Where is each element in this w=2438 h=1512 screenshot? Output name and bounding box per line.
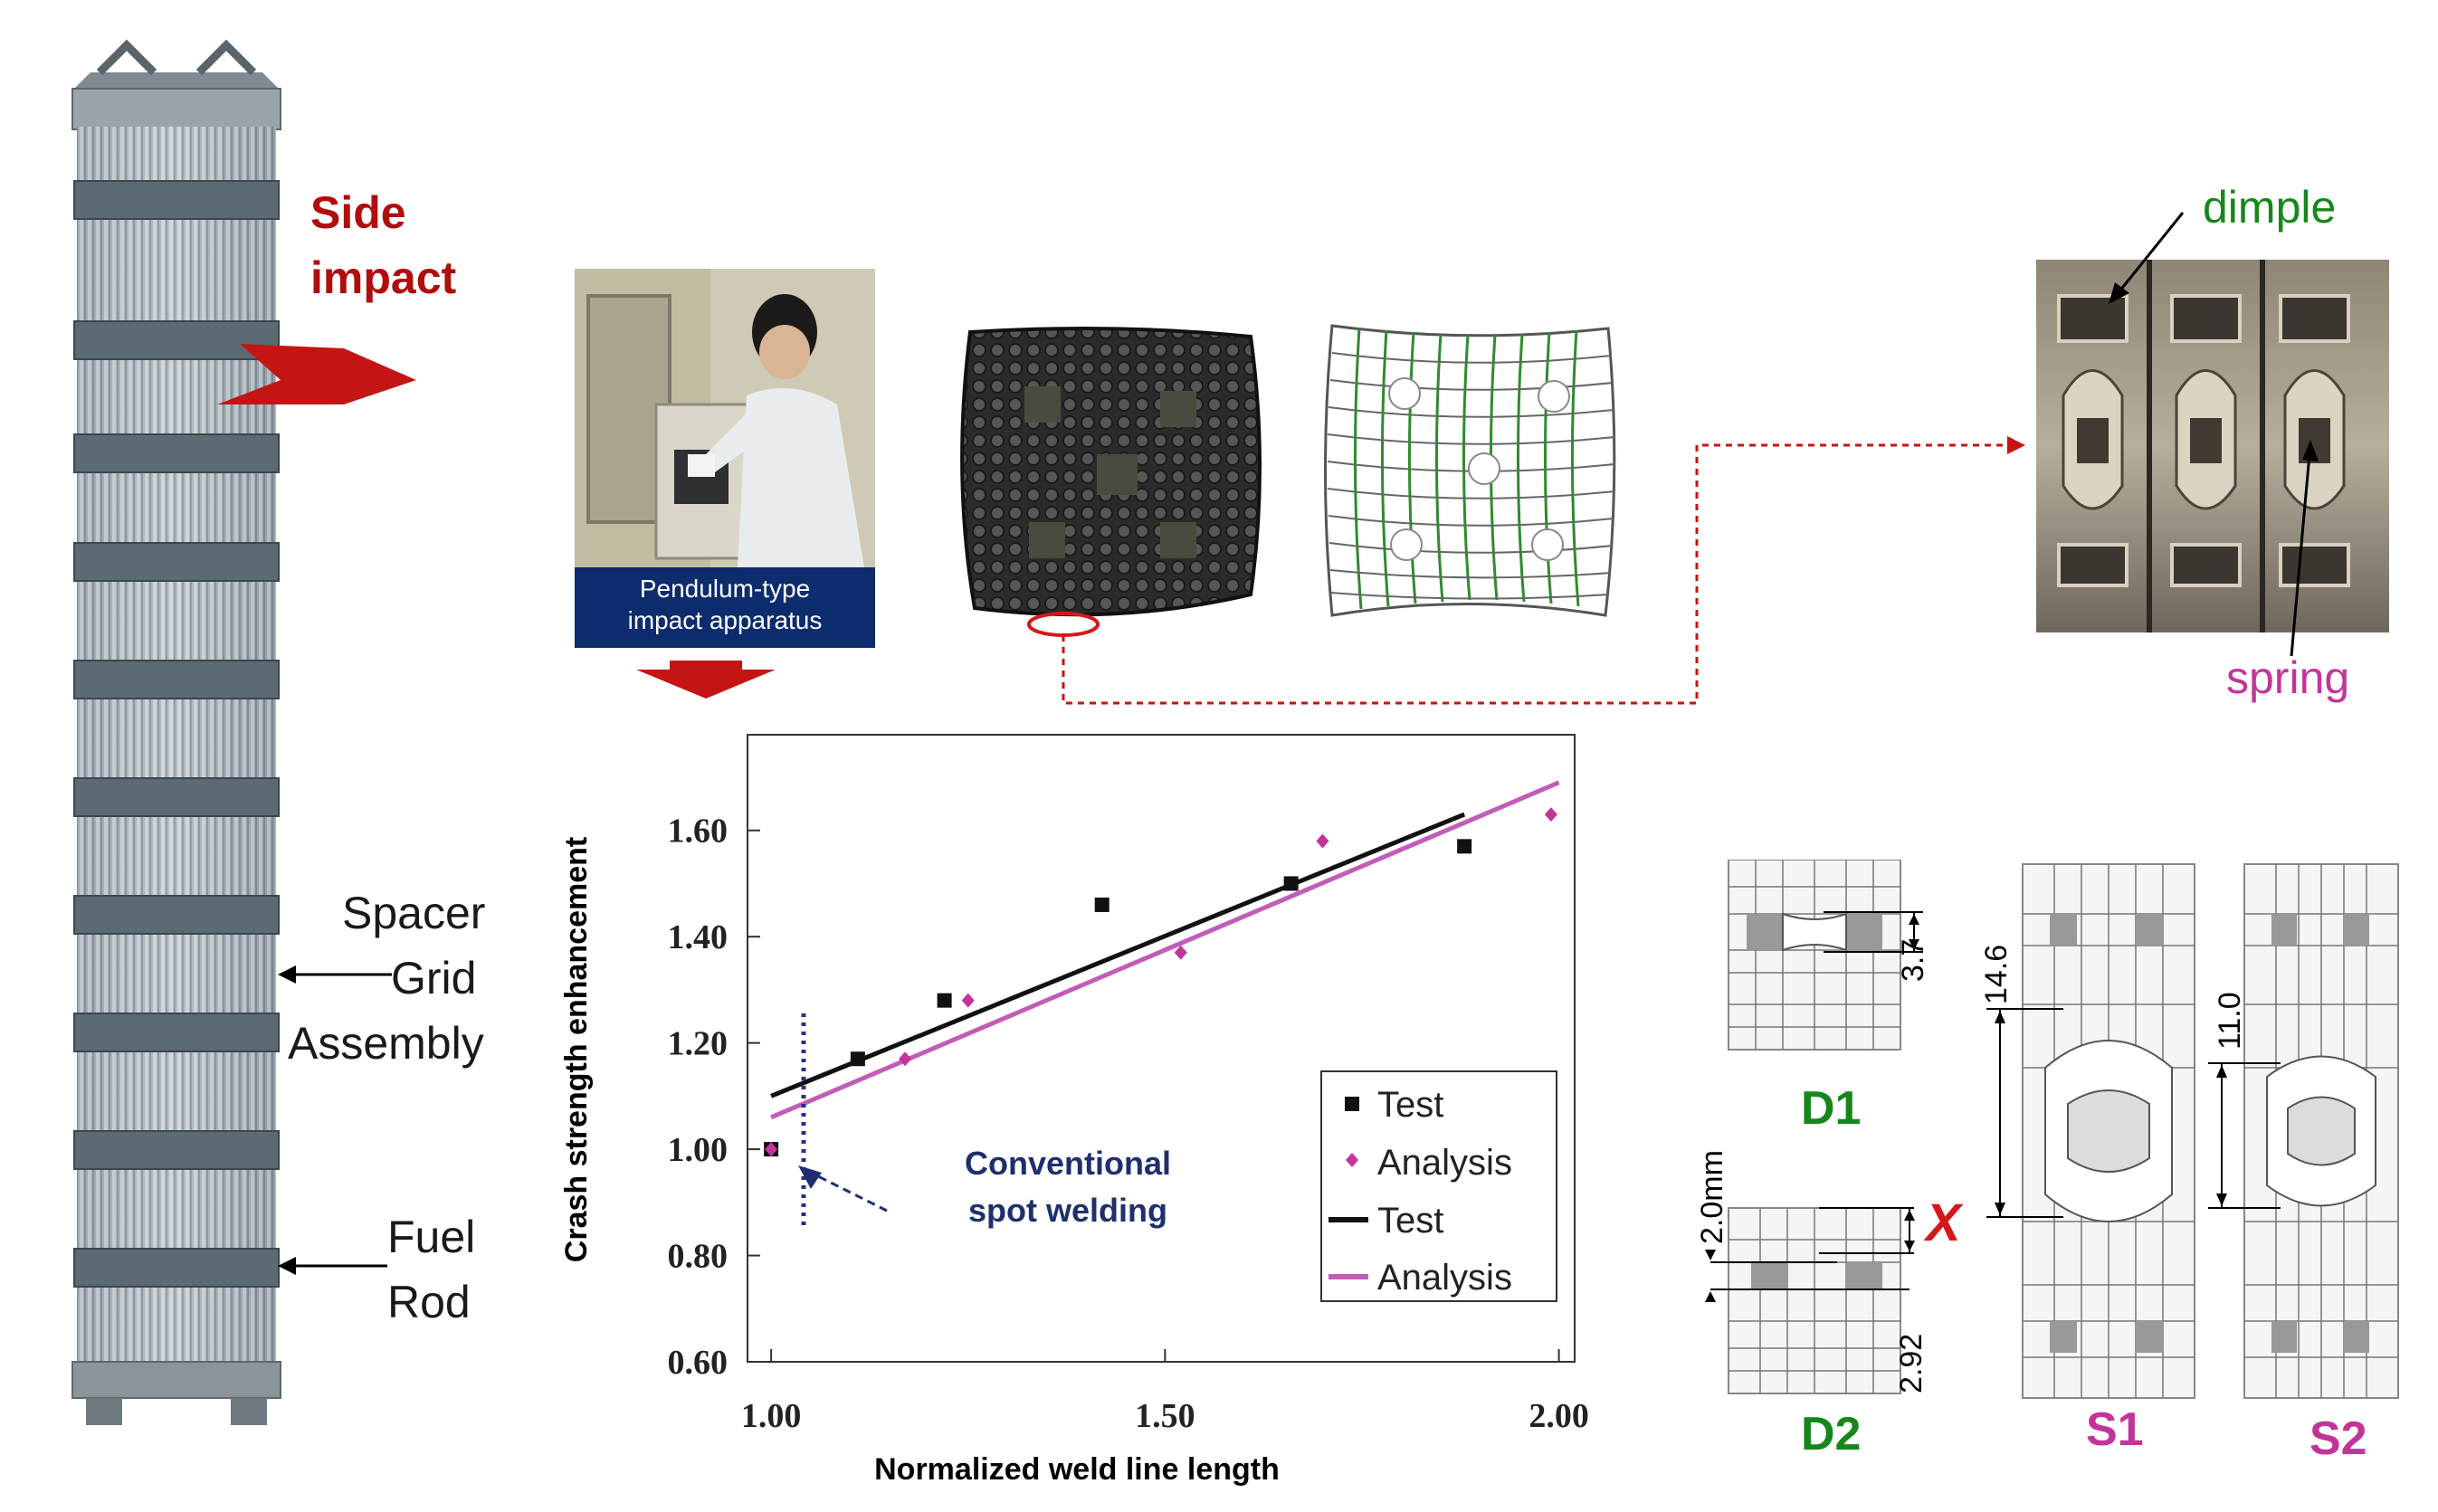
spacer-label-line1: Spacer — [342, 888, 486, 938]
legend-label: Test — [1377, 1085, 1443, 1125]
side-impact-arrow — [217, 344, 416, 404]
s1-dim: 14.6 — [1979, 944, 2014, 1004]
spacer-pointer-arrow — [278, 965, 392, 984]
spacer-label-line2: Grid — [391, 953, 477, 1003]
crash-strength-chart: 0.60 0.80 1.00 1.20 1.40 1.60 1.00 1.50 2.00 Con… — [559, 734, 1589, 1487]
analysis-point — [1316, 833, 1329, 849]
d2-dim-top: 2.0mm — [1695, 1150, 1729, 1244]
spacer-label-line3: Assembly — [288, 1018, 484, 1069]
legend — [1320, 1070, 1557, 1302]
d2-x-mark: X — [1926, 1193, 1961, 1252]
d2-label: D2 — [1801, 1408, 1862, 1460]
crushed-grid-photo — [952, 323, 1282, 626]
apparatus-caption-line1: Pendulum-type — [639, 575, 811, 603]
s2-dim: 11.0 — [2213, 992, 2247, 1050]
d1-dim: 3.7 — [1896, 938, 1930, 982]
d1-label: D1 — [1801, 1082, 1862, 1135]
x-tick-label: 1.50 — [1135, 1397, 1195, 1435]
d2-dim-bottom: 2.92 — [1894, 1333, 1928, 1393]
down-arrow — [636, 661, 776, 699]
y-tick-label: 1.20 — [668, 1025, 729, 1063]
legend-marker — [1346, 1153, 1358, 1167]
fuel-rod-label-line1: Fuel — [387, 1212, 476, 1262]
dimple-label: dimple — [2203, 182, 2337, 233]
analysis-point — [961, 993, 975, 1008]
y-tick-label: 0.80 — [668, 1238, 729, 1276]
apparatus-caption-line2: impact apparatus — [627, 606, 823, 634]
apparatus-caption: Pendulum-type impact apparatus — [575, 567, 875, 648]
test-point — [850, 1051, 865, 1067]
spring-label: spring — [2226, 652, 2350, 703]
analysis-point — [899, 1051, 912, 1067]
legend-label: Analysis — [1377, 1258, 1512, 1298]
x-tick-label: 1.00 — [741, 1397, 802, 1435]
fuel-assembly-image — [71, 39, 281, 1425]
legend-label: Analysis — [1377, 1143, 1512, 1183]
dimple-pointer-arrow — [2109, 212, 2185, 304]
test-point — [937, 993, 952, 1008]
analysis-point — [765, 1142, 778, 1157]
conventional-label-line1: Conventional — [965, 1145, 1171, 1182]
fe-model-s2 — [2208, 863, 2399, 1399]
y-axis-label: Crash strength enhancement — [559, 837, 594, 1262]
side-impact-label-line2: impact — [310, 252, 457, 303]
y-tick-label: 0.60 — [668, 1344, 729, 1382]
s2-label: S2 — [2309, 1412, 2367, 1465]
y-tick-label: 1.00 — [668, 1131, 729, 1169]
spring-dimple-photo — [2036, 260, 2389, 632]
fuel-rod-label-line2: Rod — [387, 1277, 471, 1327]
conventional-label-line2: spot welding — [968, 1192, 1167, 1229]
fuel-rod-pointer-arrow — [278, 1257, 387, 1275]
apparatus-photo — [575, 269, 875, 567]
y-tick-label: 1.60 — [668, 813, 729, 851]
analysis-point — [1544, 807, 1557, 823]
y-tick-label: 1.40 — [668, 918, 729, 956]
spring-pointer-arrow — [2290, 440, 2319, 657]
analysis-point — [1174, 945, 1187, 960]
legend-label: Test — [1377, 1201, 1443, 1241]
fit-line-test — [770, 812, 1466, 1098]
fe-model-s1 — [1986, 863, 2195, 1399]
s1-label: S1 — [2086, 1403, 2144, 1456]
fe-model-d1 — [1728, 860, 1923, 1051]
test-point — [1283, 876, 1299, 891]
fe-model-d2 — [1705, 1207, 1915, 1394]
weld-connector — [1027, 436, 2025, 705]
legend-marker — [1345, 1097, 1359, 1111]
x-axis-label: Normalized weld line length — [874, 1452, 1280, 1487]
test-point — [1457, 839, 1472, 854]
test-point — [1094, 897, 1109, 912]
x-tick-label: 2.00 — [1529, 1397, 1589, 1435]
fe-grid-model — [1323, 321, 1622, 624]
side-impact-label-line1: Side — [310, 187, 406, 238]
